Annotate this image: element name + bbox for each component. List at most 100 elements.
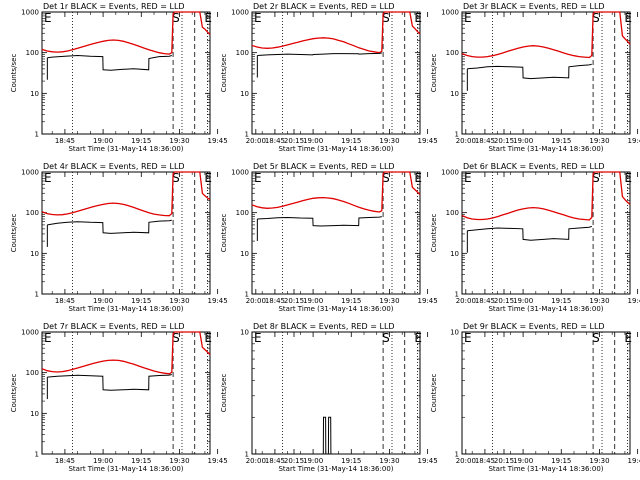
panel-det-8: Det 8r BLACK = Events, RED = LLD 1 10 18:45… — [220, 322, 514, 473]
x-tick-label: 19:15 — [341, 297, 361, 305]
x-axis-label: Start Time (31-May-14 18:36:00) — [488, 305, 603, 313]
x-tick-label: 20:00 — [246, 297, 266, 305]
y-axis-label: Counts/sec — [10, 54, 18, 93]
x-tick-label: 19:15 — [341, 457, 361, 465]
x-tick-label: 19:45 — [208, 297, 228, 305]
plot-frame — [251, 331, 421, 455]
event-marker-e: E — [624, 11, 632, 25]
x-axis-label: Start Time (31-May-14 18:36:00) — [278, 465, 393, 473]
y-tick-label: 10 — [450, 90, 459, 98]
x-tick-label: 19:00 — [513, 297, 533, 305]
x-axis-label: Start Time (31-May-14 18:36:00) — [68, 465, 183, 473]
event-marker-e: E — [624, 331, 632, 345]
x-tick-label: 19:30 — [589, 457, 609, 465]
x-tick-label: 18:45 — [55, 297, 75, 305]
x-tick-label: 19:00 — [303, 297, 323, 305]
events-series-line — [257, 52, 382, 56]
lld-series-line — [251, 171, 421, 213]
event-marker-s: S — [382, 331, 390, 345]
x-tick-label: 19:30 — [589, 137, 609, 145]
y-tick-label: 100 — [26, 369, 39, 377]
lld-series-line — [461, 11, 631, 59]
y-tick-label: 1000 — [441, 169, 459, 177]
event-marker-e: E — [414, 331, 422, 345]
x-tick-label: 20:15 — [284, 137, 304, 145]
panel-det-3: Det 3r BLACK = Events, RED = LLD 1 10 100 10… — [430, 2, 640, 153]
panel-det-1: Det 1r BLACK = Events, RED = LLD 1 10 100 10… — [10, 2, 304, 153]
x-tick-label: 19:00 — [513, 457, 533, 465]
x-tick-label: 19:15 — [551, 297, 571, 305]
event-marker-e: E — [414, 171, 422, 185]
x-tick-label: 19:00 — [513, 137, 533, 145]
y-axis-label: Counts/sec — [10, 374, 18, 413]
event-marker-e: E — [204, 331, 212, 345]
x-axis-label: Start Time (31-May-14 18:36:00) — [278, 305, 393, 313]
x-tick-label: 20:00 — [456, 297, 476, 305]
y-tick-label: 10 — [30, 250, 39, 258]
event-marker-s: S — [172, 171, 180, 185]
panel-title: Det 2r BLACK = Events, RED = LLD — [253, 2, 395, 11]
event-marker-s: S — [592, 171, 600, 185]
panel-title: Det 4r BLACK = Events, RED = LLD — [43, 162, 185, 171]
x-tick-label: 19:45 — [628, 137, 640, 145]
x-tick-label: 19:45 — [208, 137, 228, 145]
lld-series-line — [41, 11, 211, 55]
x-tick-label: 19:15 — [131, 457, 151, 465]
panel-title: Det 9r BLACK = Events, RED = LLD — [463, 322, 605, 331]
x-tick-label: 20:00 — [246, 457, 266, 465]
plot-frame — [41, 171, 211, 295]
event-marker-e: E — [464, 11, 472, 25]
event-marker-e: E — [464, 331, 472, 345]
plot-frame — [41, 11, 211, 135]
x-axis-label: Start Time (31-May-14 18:36:00) — [68, 145, 183, 153]
panel-det-9: Det 9r BLACK = Events, RED = LLD 1 10 18:45… — [430, 322, 640, 473]
y-axis-label: Counts/sec — [220, 54, 228, 93]
event-marker-e: E — [44, 171, 52, 185]
x-tick-label: 18:45 — [265, 457, 285, 465]
x-axis-label: Start Time (31-May-14 18:36:00) — [488, 145, 603, 153]
panel-title: Det 3r BLACK = Events, RED = LLD — [463, 2, 605, 11]
event-marker-e: E — [414, 11, 422, 25]
y-tick-label: 100 — [236, 49, 249, 57]
y-tick-label: 1000 — [231, 9, 249, 17]
panel-title: Det 7r BLACK = Events, RED = LLD — [43, 322, 185, 331]
events-series-line — [47, 219, 172, 234]
x-tick-label: 18:45 — [475, 297, 495, 305]
x-tick-label: 20:15 — [494, 297, 514, 305]
plot-frame — [461, 171, 631, 295]
lld-series-line — [251, 11, 421, 54]
x-tick-label: 19:15 — [341, 137, 361, 145]
x-tick-label: 18:45 — [265, 137, 285, 145]
y-tick-label: 10 — [30, 90, 39, 98]
x-tick-label: 19:15 — [131, 137, 151, 145]
y-tick-label: 100 — [26, 209, 39, 217]
x-tick-label: 19:45 — [208, 457, 228, 465]
y-axis-label: Counts/sec — [430, 54, 438, 93]
y-axis-label: Counts/sec — [430, 214, 438, 253]
event-marker-s: S — [382, 11, 390, 25]
x-tick-label: 19:30 — [379, 137, 399, 145]
lld-series-line — [41, 331, 211, 375]
x-tick-label: 19:15 — [551, 457, 571, 465]
y-tick-label: 100 — [446, 209, 459, 217]
x-tick-label: 19:30 — [589, 297, 609, 305]
event-marker-e: E — [254, 11, 262, 25]
y-tick-label: 10 — [240, 329, 249, 337]
panel-det-6: Det 6r BLACK = Events, RED = LLD 1 10 100 10… — [430, 162, 640, 313]
events-series-line — [47, 374, 172, 391]
x-tick-label: 20:15 — [284, 297, 304, 305]
event-marker-e: E — [44, 331, 52, 345]
x-tick-label: 19:00 — [303, 137, 323, 145]
event-marker-e: E — [44, 11, 52, 25]
y-tick-label: 1 — [455, 451, 459, 459]
y-tick-label: 1 — [245, 131, 249, 139]
x-tick-label: 19:45 — [418, 137, 438, 145]
panel-det-4: Det 4r BLACK = Events, RED = LLD 1 10 100 10… — [10, 162, 304, 313]
y-tick-label: 1 — [455, 291, 459, 299]
event-marker-s: S — [172, 11, 180, 25]
y-tick-label: 100 — [26, 49, 39, 57]
event-marker-e: E — [624, 171, 632, 185]
y-tick-label: 1 — [245, 291, 249, 299]
y-tick-label: 100 — [446, 49, 459, 57]
x-tick-label: 18:45 — [475, 137, 495, 145]
